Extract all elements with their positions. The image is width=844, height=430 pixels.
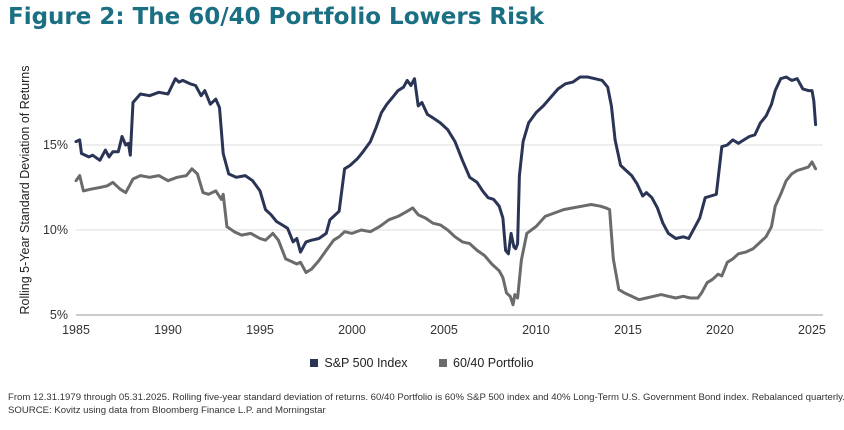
footnote: From 12.31.1979 through 05.31.2025. Roll… bbox=[8, 391, 844, 417]
x-tick-label: 1995 bbox=[246, 323, 274, 337]
y-tick-label: 10% bbox=[43, 223, 68, 237]
legend: S&P 500 Index 60/40 Portfolio bbox=[0, 356, 844, 370]
series-line-6040 bbox=[74, 160, 818, 307]
legend-label-6040: 60/40 Portfolio bbox=[453, 356, 534, 370]
legend-item-sp500: S&P 500 Index bbox=[310, 356, 408, 370]
legend-label-sp500: S&P 500 Index bbox=[324, 356, 408, 370]
series-line-sp500 bbox=[74, 75, 818, 256]
x-tick-label: 1985 bbox=[62, 323, 90, 337]
line-chart: 5% 10% 15% 1985 1990 1995 2000 2005 2010 2015 202… bbox=[18, 66, 826, 338]
x-tick-label: 2015 bbox=[614, 323, 642, 337]
footnote-methodology: From 12.31.1979 through 05.31.2025. Roll… bbox=[8, 392, 844, 403]
x-tick-label: 2000 bbox=[338, 323, 366, 337]
legend-item-6040: 60/40 Portfolio bbox=[439, 356, 534, 370]
x-tick-label: 1990 bbox=[154, 323, 182, 337]
footnote-source: SOURCE: Kovitz using data from Bloomberg… bbox=[8, 405, 326, 416]
y-tick-labels: 5% 10% 15% bbox=[43, 138, 68, 322]
x-tick-label: 2010 bbox=[522, 323, 550, 337]
gridlines bbox=[76, 144, 823, 231]
x-tick-label: 2005 bbox=[430, 323, 458, 337]
x-tick-label: 2025 bbox=[798, 323, 826, 337]
chart-title: Figure 2: The 60/40 Portfolio Lowers Ris… bbox=[8, 4, 544, 30]
y-axis-label: Rolling 5-Year Standard Deviation of Ret… bbox=[18, 66, 32, 315]
y-tick-label: 15% bbox=[43, 138, 68, 152]
legend-swatch-sp500 bbox=[310, 359, 319, 367]
legend-swatch-6040 bbox=[439, 359, 448, 367]
x-tick-label: 2020 bbox=[706, 323, 734, 337]
y-tick-label: 5% bbox=[50, 308, 68, 322]
x-tick-labels: 1985 1990 1995 2000 2005 2010 2015 2020 2025 bbox=[62, 323, 826, 337]
series-lines bbox=[74, 75, 818, 307]
